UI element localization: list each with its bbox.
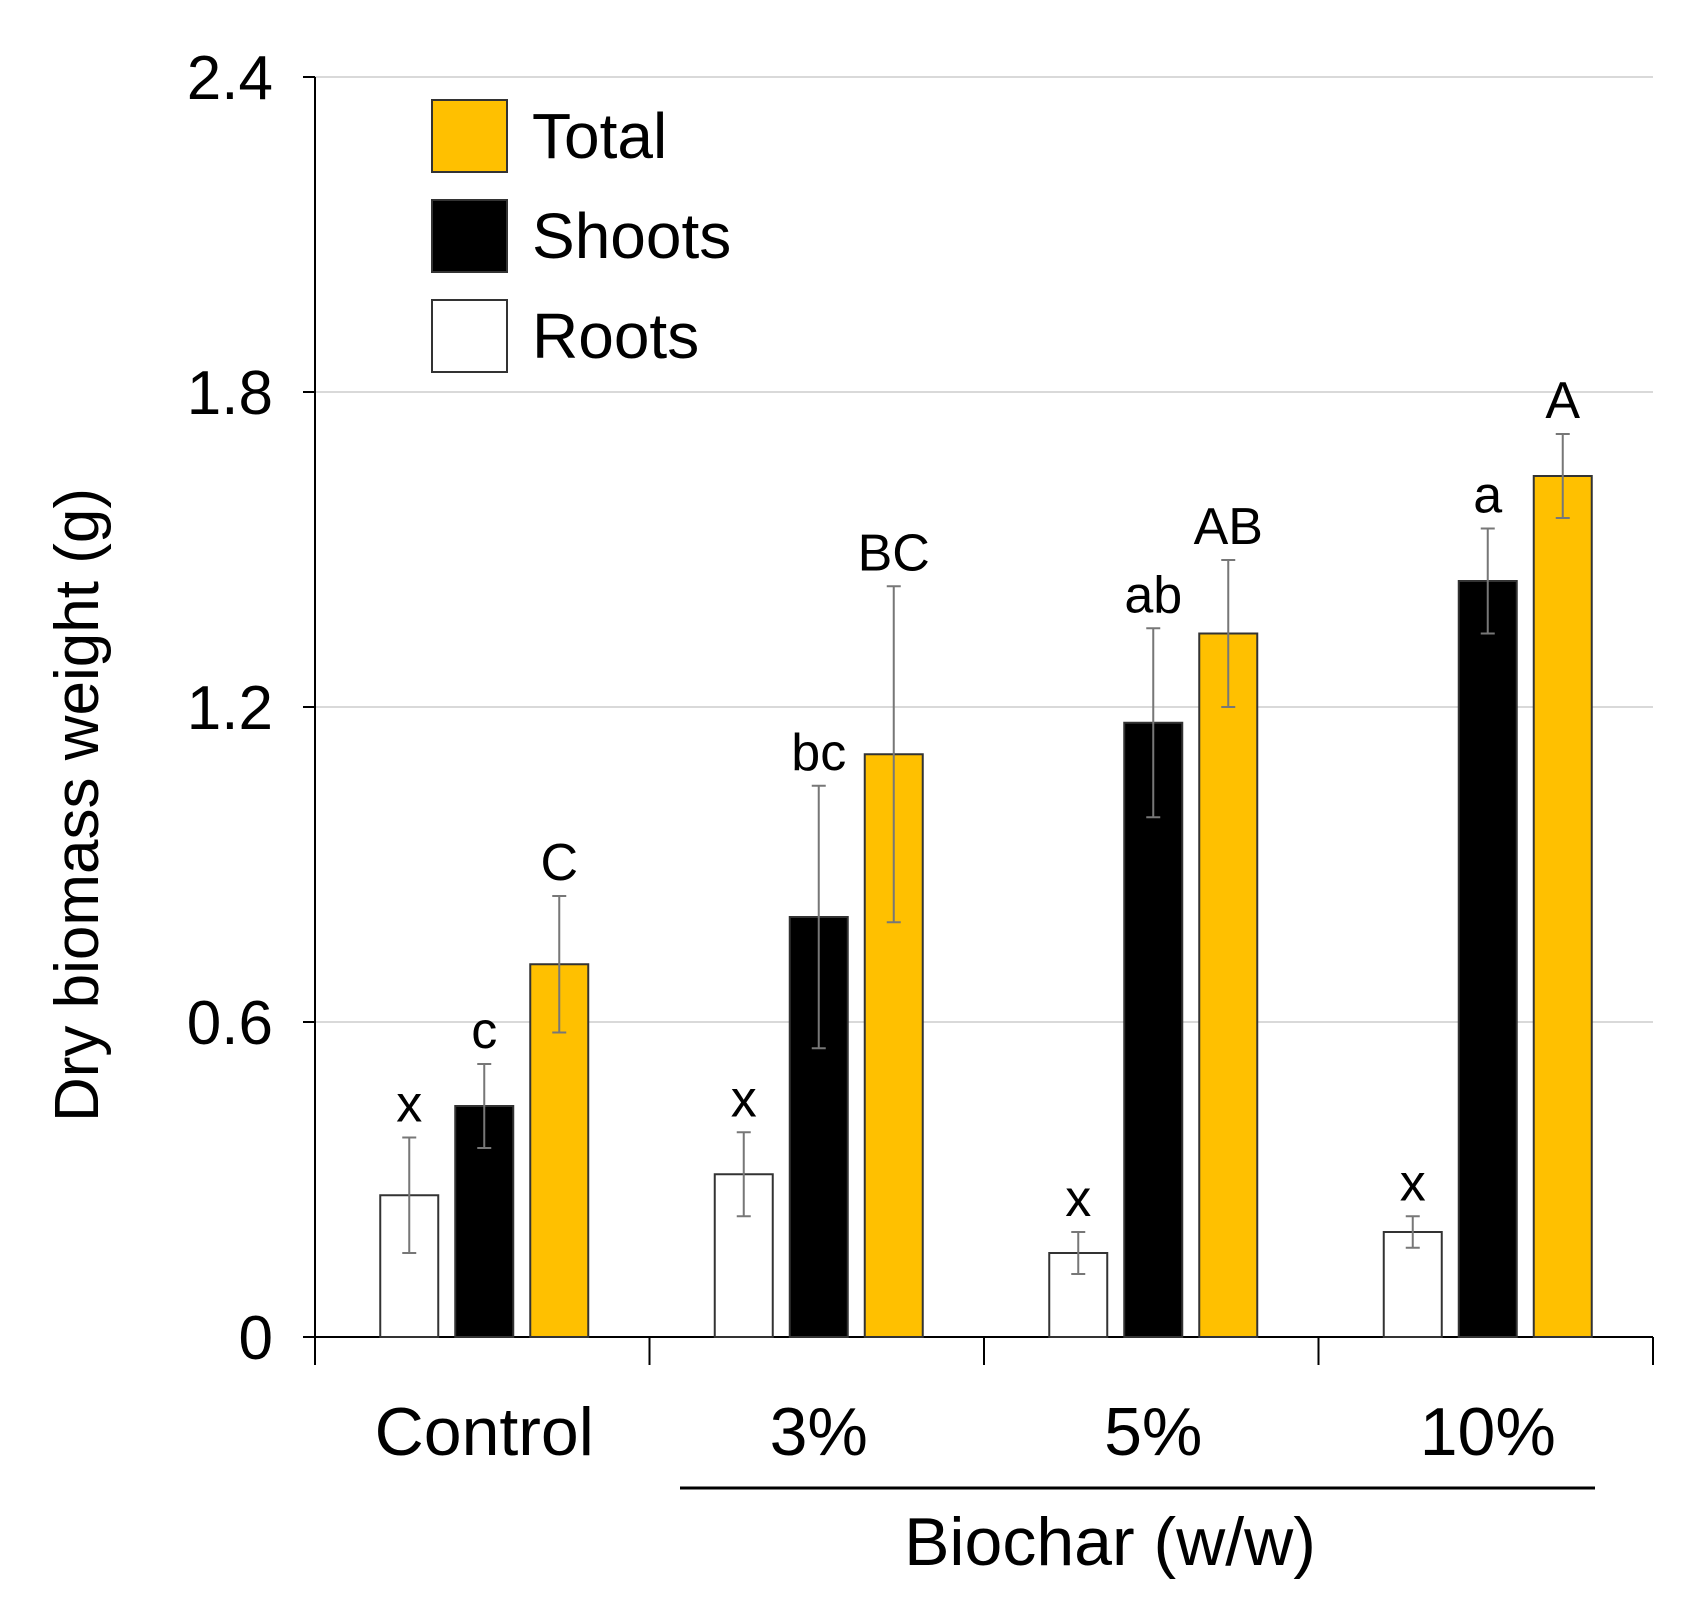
legend-label-roots: Roots [532, 300, 699, 372]
x-category-label: 5% [1104, 1394, 1202, 1470]
y-tick-label: 0 [239, 1304, 273, 1373]
y-tick-label: 1.8 [187, 359, 273, 428]
axes: 0 0.6 1.2 1.8 2.4 Control 3% 5% 10% [187, 44, 1654, 1470]
legend-label-total: Total [532, 100, 667, 172]
significance-letter: x [1400, 1154, 1426, 1212]
x-category-label: Control [375, 1394, 594, 1470]
significance-letter: a [1473, 467, 1502, 525]
legend: Total Shoots Roots [431, 99, 731, 373]
significance-letter: AB [1194, 498, 1263, 556]
bar-total [1532, 475, 1593, 1338]
significance-letter: c [471, 1002, 497, 1060]
y-axis-label: Dry biomass weight (g) [43, 488, 112, 1122]
axis-labels: Dry biomass weight (g) Biochar (w/w) [43, 488, 1595, 1580]
x-axis-label: Biochar (w/w) [904, 1504, 1316, 1580]
significance-letter: x [731, 1070, 757, 1128]
legend-swatch-roots [431, 299, 508, 373]
gridlines [315, 76, 1653, 1023]
bar-total [1198, 632, 1259, 1338]
legend-label-shoots: Shoots [532, 200, 731, 272]
significance-letter: x [1065, 1170, 1091, 1228]
bar-shoots [1457, 580, 1518, 1338]
y-tick-label: 1.2 [187, 674, 273, 743]
legend-swatch-total [431, 99, 508, 173]
significance-letter: BC [858, 524, 930, 582]
legend-swatch-shoots [431, 199, 508, 273]
significance-letter: x [396, 1076, 422, 1134]
significance-letter: ab [1124, 566, 1182, 624]
y-tick-label: 0.6 [187, 989, 273, 1058]
significance-letter: bc [791, 724, 846, 782]
y-tick-label: 2.4 [187, 44, 273, 113]
significance-letter: C [540, 834, 578, 892]
x-category-label: 10% [1420, 1394, 1556, 1470]
significance-letter: A [1545, 372, 1580, 430]
x-category-label: 3% [770, 1394, 868, 1470]
